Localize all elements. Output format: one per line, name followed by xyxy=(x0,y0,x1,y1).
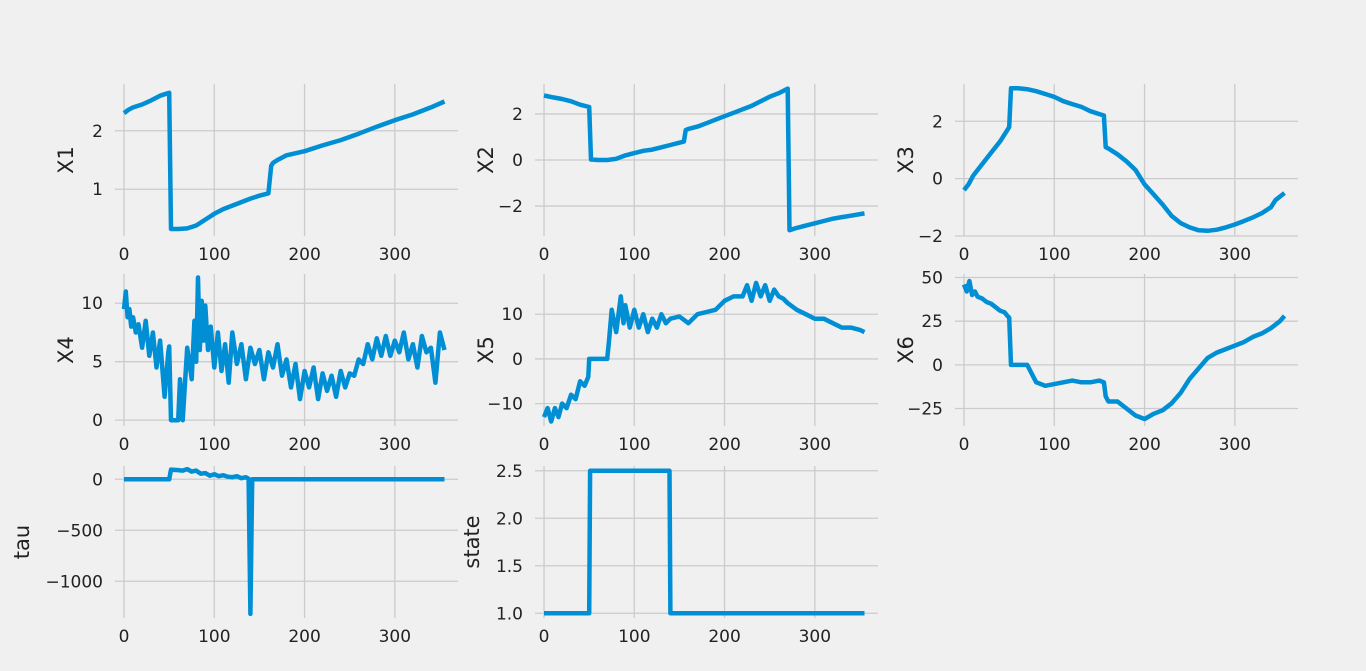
y-tick-label: 2 xyxy=(512,105,523,125)
y-tick-label: 0 xyxy=(92,411,103,431)
y-tick-label: 1.0 xyxy=(496,604,523,624)
x-tick-label: 100 xyxy=(198,245,230,265)
x-tick-label: 300 xyxy=(799,245,831,265)
x-tick-label: 300 xyxy=(799,627,831,647)
subplot-state: 0 100 200 300 1.0 1.5 2.0 2.5 state xyxy=(460,462,878,647)
x-tick-label: 100 xyxy=(618,627,650,647)
x-tick-label: 0 xyxy=(539,245,550,265)
series-line xyxy=(541,280,866,424)
series-line xyxy=(962,86,1286,234)
x-tick-label: 200 xyxy=(288,435,320,455)
y-tick-label: 5 xyxy=(92,353,103,373)
y-tick-label: 10 xyxy=(501,305,523,325)
y-tick-label: 10 xyxy=(81,294,103,314)
x-tick-label: 100 xyxy=(1038,435,1070,455)
y-tick-label: 0 xyxy=(512,350,523,370)
x-tick-label: 100 xyxy=(198,435,230,455)
y-axis-label: X1 xyxy=(54,146,78,174)
y-tick-label: 1.5 xyxy=(496,557,523,577)
series-line xyxy=(961,278,1287,422)
y-axis-label: X2 xyxy=(474,146,498,174)
y-axis-label: X3 xyxy=(894,146,918,174)
subplot-X6: 0 100 200 300 −25 0 25 50 X6 xyxy=(894,268,1298,455)
x-tick-label: 200 xyxy=(1128,245,1160,265)
y-tick-label: −1000 xyxy=(45,572,103,592)
y-tick-label: 0 xyxy=(932,170,943,190)
y-tick-label: −2 xyxy=(498,197,523,217)
y-tick-label: 2 xyxy=(932,112,943,132)
x-tick-label: 300 xyxy=(799,435,831,455)
x-tick-label: 0 xyxy=(539,435,550,455)
y-tick-label: 2.5 xyxy=(496,462,523,482)
y-tick-label: −25 xyxy=(907,400,943,420)
y-axis-label: tau xyxy=(10,525,34,559)
x-tick-label: 0 xyxy=(119,245,130,265)
x-tick-label: 200 xyxy=(708,435,740,455)
y-axis-label: X5 xyxy=(474,336,498,364)
y-tick-label: 0 xyxy=(92,470,103,490)
series-line xyxy=(121,275,447,423)
y-axis-label: X4 xyxy=(54,336,78,364)
x-tick-label: 200 xyxy=(288,627,320,647)
subplot-X2: 0 100 200 300 −2 0 2 X2 xyxy=(474,84,878,265)
subplot-X1: 0 100 200 300 1 2 X1 xyxy=(54,84,458,265)
y-tick-label: 1 xyxy=(92,180,103,200)
x-tick-label: 300 xyxy=(1219,245,1251,265)
y-axis-label: state xyxy=(460,515,484,568)
x-tick-label: 300 xyxy=(379,627,411,647)
y-tick-label: −10 xyxy=(487,395,523,415)
x-tick-label: 0 xyxy=(119,435,130,455)
series-line xyxy=(122,90,446,232)
series-line xyxy=(124,466,445,617)
x-tick-label: 300 xyxy=(1219,435,1251,455)
x-tick-label: 0 xyxy=(119,627,130,647)
x-tick-label: 0 xyxy=(959,245,970,265)
x-tick-label: 100 xyxy=(618,245,650,265)
series-line xyxy=(544,468,865,616)
subplot-tau: 0 100 200 300 −1000 −500 0 tau xyxy=(10,466,458,647)
y-tick-label: 25 xyxy=(921,312,943,332)
x-tick-label: 0 xyxy=(539,627,550,647)
x-tick-label: 200 xyxy=(708,245,740,265)
subplot-X3: 0 100 200 300 −2 0 2 X3 xyxy=(894,84,1298,265)
x-tick-label: 300 xyxy=(379,245,411,265)
subplot-X4: 0 100 200 300 0 5 10 X4 xyxy=(54,274,458,455)
y-tick-label: 50 xyxy=(921,268,943,288)
y-tick-label: 2 xyxy=(92,122,103,142)
y-tick-label: 0 xyxy=(512,151,523,171)
y-tick-label: 0 xyxy=(932,356,943,376)
y-tick-label: −2 xyxy=(918,227,943,247)
x-tick-label: 200 xyxy=(288,245,320,265)
x-tick-label: 200 xyxy=(1128,435,1160,455)
x-tick-label: 0 xyxy=(959,435,970,455)
x-tick-label: 200 xyxy=(708,627,740,647)
x-tick-label: 100 xyxy=(198,627,230,647)
x-tick-label: 300 xyxy=(379,435,411,455)
y-tick-label: 2.0 xyxy=(496,509,523,529)
y-axis-label: X6 xyxy=(894,336,918,364)
series-line xyxy=(543,86,865,233)
y-tick-label: −500 xyxy=(56,521,103,541)
x-tick-label: 100 xyxy=(618,435,650,455)
x-tick-label: 100 xyxy=(1038,245,1070,265)
